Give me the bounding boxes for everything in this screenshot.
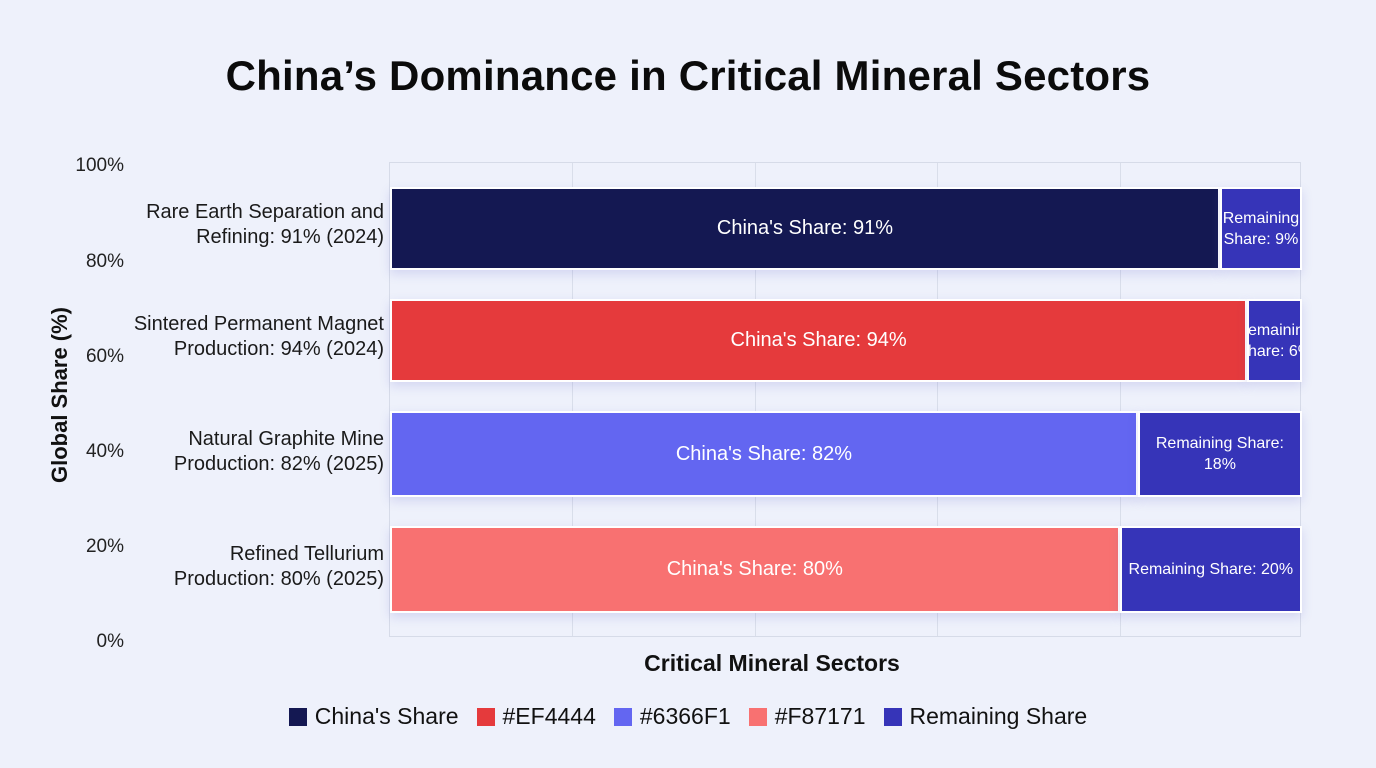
bar-remaining-share: Remaining Share: 9% bbox=[1219, 187, 1302, 270]
y-tick-label: 0% bbox=[96, 631, 124, 652]
bar-china-share: China's Share: 91% bbox=[390, 187, 1220, 270]
category-label-line: Sintered Permanent Magnet bbox=[133, 313, 384, 335]
legend-label: #EF4444 bbox=[502, 703, 596, 729]
category-label-line: Production: 82% (2025) bbox=[173, 453, 384, 475]
legend-label: Remaining Share bbox=[909, 703, 1088, 729]
category-label-line: Natural Graphite Mine bbox=[188, 428, 384, 450]
legend: China's Share #EF4444 #6366F1 #F87171 Remain… bbox=[0, 703, 1376, 730]
legend-swatch bbox=[288, 707, 307, 726]
bar-remaining-share: Remaining Share: 20% bbox=[1119, 526, 1302, 613]
legend-item: #EF4444 bbox=[476, 703, 596, 730]
category-label: Natural Graphite Mine Production: 82% (20… bbox=[64, 427, 384, 477]
legend-item: China's Share bbox=[288, 703, 459, 730]
bar-remaining-share: Remaining Share: 18% bbox=[1137, 411, 1302, 497]
bar-label-remaining-share: Remaining Share: 6% bbox=[1247, 321, 1300, 360]
legend-swatch bbox=[613, 707, 632, 726]
y-tick-label: 60% bbox=[85, 346, 124, 367]
bar-label-china-share: China's Share: 82% bbox=[675, 442, 852, 465]
legend-swatch bbox=[883, 707, 902, 726]
x-axis-label: Critical Mineral Sectors bbox=[644, 650, 900, 676]
y-tick-label: 40% bbox=[85, 441, 124, 462]
grid-line bbox=[1120, 163, 1121, 636]
bar-china-share: China's Share: 80% bbox=[390, 526, 1120, 613]
legend-item: Remaining Share bbox=[883, 703, 1088, 730]
legend-label: #F87171 bbox=[774, 703, 866, 729]
bar-label-china-share: China's Share: 80% bbox=[666, 558, 843, 580]
category-label-line: Refined Tellurium bbox=[229, 543, 384, 565]
category-label: Rare Earth Separation and Refining: 91% (… bbox=[64, 200, 384, 250]
grid-line bbox=[755, 163, 756, 636]
category-label: Refined Tellurium Production: 80% (2025) bbox=[64, 542, 384, 592]
bar-remaining-share: Remaining Share: 6% bbox=[1247, 299, 1302, 382]
bar-label-remaining-share: Remaining Share: 20% bbox=[1128, 561, 1294, 578]
category-label-line: Rare Earth Separation and bbox=[146, 201, 384, 223]
legend-item: #F87171 bbox=[748, 703, 866, 730]
legend-label: #6366F1 bbox=[639, 703, 731, 729]
bar-china-share: China's Share: 82% bbox=[390, 411, 1138, 497]
plot-area: China's Share: 91% Remaining Share: 9% Chi… bbox=[389, 162, 1302, 637]
y-tick-label: 80% bbox=[85, 251, 124, 272]
legend-swatch bbox=[748, 707, 767, 726]
y-tick-label: 100% bbox=[75, 155, 124, 176]
grid-line bbox=[572, 163, 573, 636]
bar-label-china-share: China's Share: 94% bbox=[730, 329, 907, 351]
category-label: Sintered Permanent Magnet Production: 94%… bbox=[64, 312, 384, 362]
category-label-line: Production: 80% (2025) bbox=[173, 568, 384, 590]
legend-label: China's Share bbox=[314, 703, 459, 729]
legend-item: #6366F1 bbox=[613, 703, 731, 730]
legend-swatch bbox=[476, 707, 495, 726]
bar-label-remaining-share: Remaining Share: 9% bbox=[1222, 209, 1300, 248]
bar-label-remaining-share: Remaining Share: 18% bbox=[1155, 435, 1284, 473]
category-label-line: Refining: 91% (2024) bbox=[196, 226, 384, 248]
bar-label-china-share: China's Share: 91% bbox=[716, 217, 894, 239]
bar-china-share: China's Share: 94% bbox=[390, 299, 1248, 382]
y-tick-label: 20% bbox=[85, 536, 124, 557]
grid-line bbox=[937, 163, 938, 636]
chart-title: China’s Dominance in Critical Mineral Se… bbox=[225, 52, 1151, 99]
category-label-line: Production: 94% (2024) bbox=[173, 338, 384, 360]
